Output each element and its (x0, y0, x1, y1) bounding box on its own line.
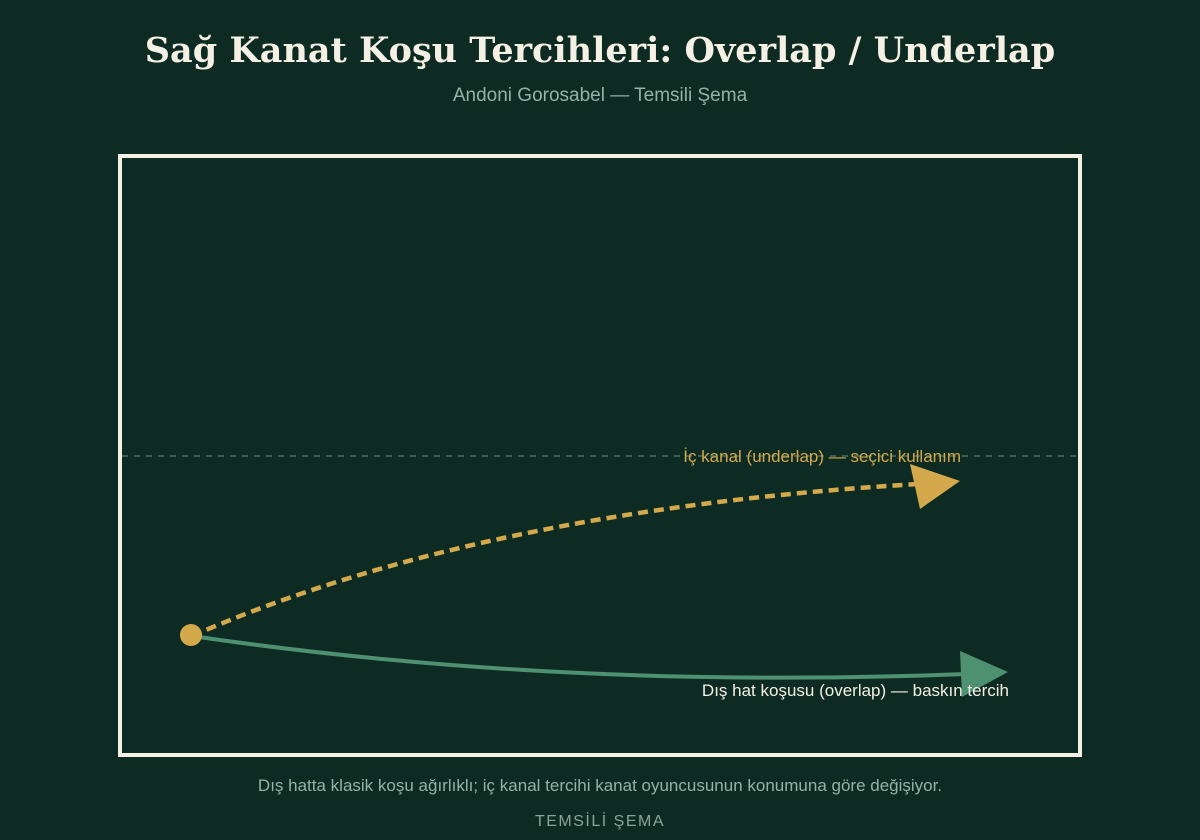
underlap-run-path (191, 481, 919, 639)
player-start-marker (180, 624, 202, 646)
representative-schema-tag: TEMSİLİ ŞEMA (534, 813, 666, 830)
overlap-label: Dış hat koşusu (overlap) — baskın tercih (702, 681, 1009, 700)
underlap-label: İç kanal (underlap) — seçici kullanım (683, 447, 961, 466)
underlap-arrowhead (910, 464, 960, 509)
overlap-arrowhead (960, 651, 1008, 697)
pitch-boundary (118, 154, 1082, 757)
diagram-caption: Dış hatta klasik koşu ağırlıklı; iç kana… (257, 776, 943, 795)
page-title: Sağ Kanat Koşu Tercihleri: Overlap / Und… (144, 30, 1056, 71)
page-subtitle: Andoni Gorosabel — Temsili Şema (452, 85, 748, 106)
overlap-run-path (191, 634, 967, 680)
